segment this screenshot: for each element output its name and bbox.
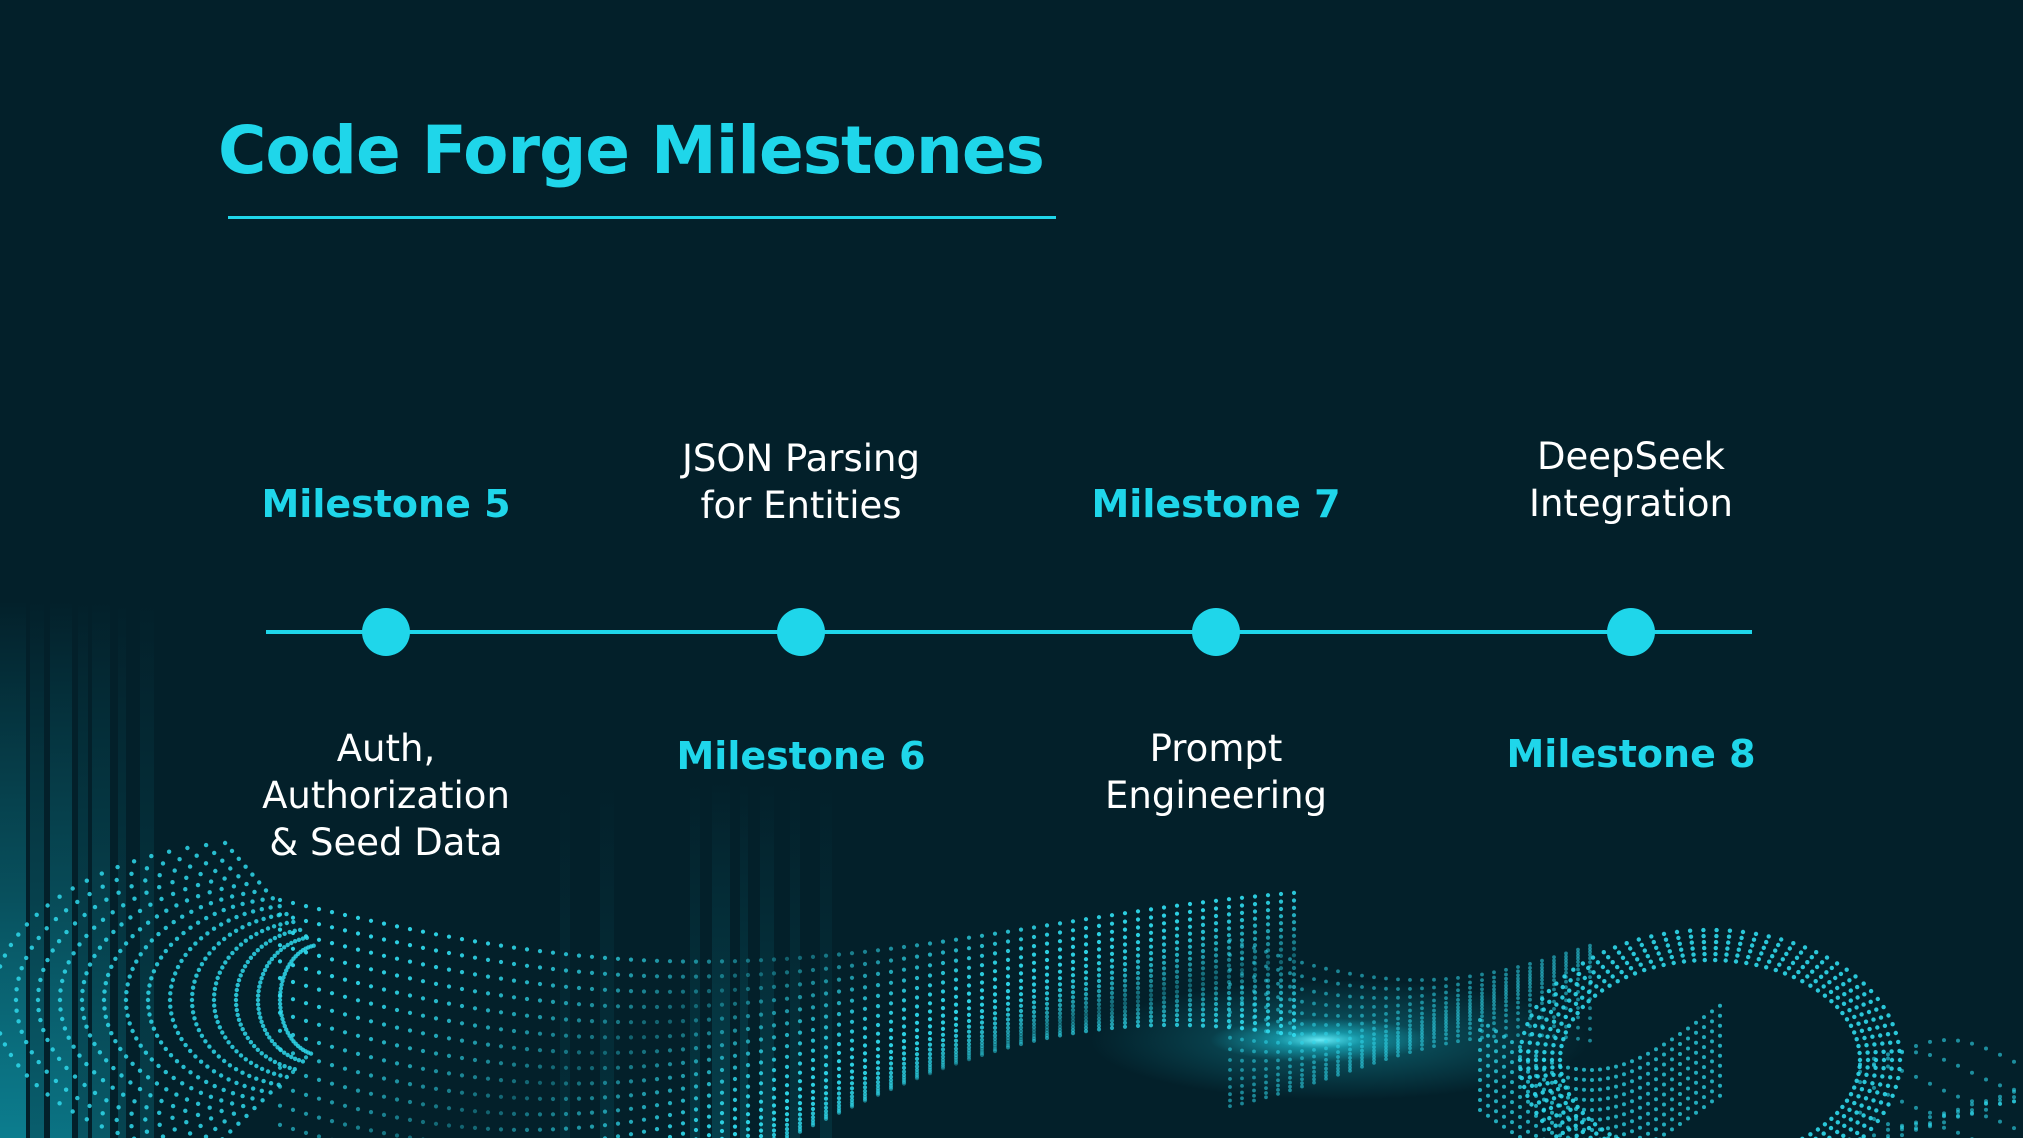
milestone-6-heading: Milestone 6 [676,734,926,778]
milestone-5-description: Auth, Authorization & Seed Data [262,727,510,864]
milestone-5-heading: Milestone 5 [261,482,511,526]
milestone-8-description: DeepSeek Integration [1529,435,1733,525]
milestone-7-description: Prompt Engineering [1105,727,1327,817]
milestone-8-heading: Milestone 8 [1506,732,1756,776]
page-title: Code Forge Milestones [218,112,1045,189]
title-underline [228,216,1056,219]
milestone-7-marker [1192,608,1240,656]
milestone-8-marker [1607,608,1655,656]
timeline-line [266,630,1752,634]
milestone-7-heading: Milestone 7 [1091,482,1341,526]
milestone-6-description: JSON Parsing for Entities [682,437,920,527]
milestone-6-marker [777,608,825,656]
milestone-5-marker [362,608,410,656]
